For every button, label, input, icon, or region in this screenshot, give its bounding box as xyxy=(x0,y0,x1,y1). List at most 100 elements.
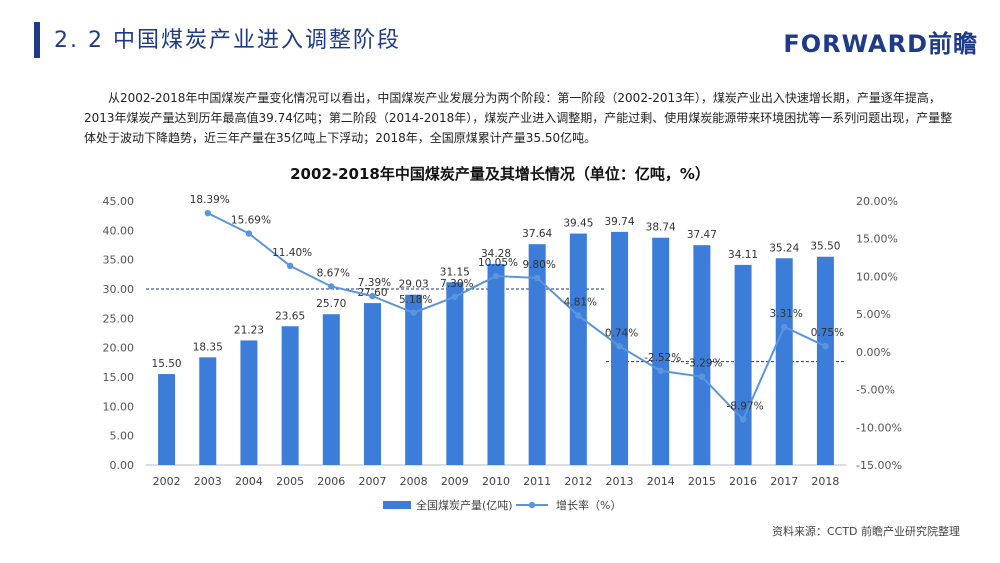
growth-rate-label: -3.29% xyxy=(685,358,722,370)
y-right-tick-label: 5.00% xyxy=(856,308,891,321)
growth-rate-point xyxy=(533,274,541,282)
growth-rate-point xyxy=(328,283,335,290)
y-left-tick-label: 20.00 xyxy=(103,342,135,355)
y-left-tick-label: 5.00 xyxy=(110,430,135,443)
growth-rate-point xyxy=(492,272,500,280)
bar xyxy=(281,326,299,465)
growth-rate-point xyxy=(451,293,459,300)
growth-rate-point xyxy=(657,367,664,375)
growth-rate-point xyxy=(204,209,211,217)
source-note: 资料来源：CCTD 前瞻产业研究院整理 xyxy=(771,525,960,538)
x-tick-label: 2011 xyxy=(523,475,551,488)
x-tick-label: 2005 xyxy=(276,475,304,488)
x-tick-label: 2016 xyxy=(729,475,757,488)
y-left-tick-label: 35.00 xyxy=(103,254,135,267)
bar xyxy=(569,233,587,465)
bar xyxy=(487,263,505,465)
growth-rate-point xyxy=(739,416,747,423)
growth-rate-label: 4.81% xyxy=(564,297,597,309)
x-tick-label: 2004 xyxy=(235,475,263,488)
x-tick-label: 2003 xyxy=(194,475,222,488)
growth-rate-label: 15.69% xyxy=(231,215,271,227)
bar-value-label: 37.64 xyxy=(522,228,552,240)
legend-bar-swatch xyxy=(383,501,411,509)
growth-rate-label: 9.80% xyxy=(522,259,555,271)
growth-rate-line xyxy=(207,212,826,422)
y-left-tick-label: 0.00 xyxy=(110,459,135,472)
growth-rate-label: -8.97% xyxy=(726,401,763,413)
legend-line-label: 增长率（%） xyxy=(556,498,621,512)
growth-rate-label: 3.31% xyxy=(770,308,803,320)
y-right-tick-label: -10.00% xyxy=(856,421,902,434)
growth-rate-label: 0.75% xyxy=(811,327,844,339)
bar-value-label: 35.50 xyxy=(810,241,840,253)
x-tick-label: 2014 xyxy=(647,475,675,488)
growth-rate-point xyxy=(245,230,253,237)
x-tick-label: 2007 xyxy=(358,475,386,488)
y-right-tick-label: -5.00% xyxy=(856,384,895,397)
x-tick-label: 2018 xyxy=(811,475,839,488)
bar-value-label: 15.50 xyxy=(152,358,182,370)
growth-rate-label: 10.05% xyxy=(478,257,518,269)
y-right-tick-label: 20.00% xyxy=(856,195,898,208)
bar-value-label: 39.45 xyxy=(563,218,593,230)
bar-value-label: 18.35 xyxy=(193,341,223,353)
bar-value-label: 38.74 xyxy=(646,222,676,234)
growth-rate-label: 7.39% xyxy=(358,277,391,289)
bar-value-label: 25.70 xyxy=(316,298,346,310)
growth-rate-label: 5.18% xyxy=(399,294,432,306)
y-left-tick-label: 45.00 xyxy=(103,195,135,208)
x-tick-label: 2017 xyxy=(770,475,798,488)
y-left-tick-label: 15.00 xyxy=(103,371,135,384)
y-right-tick-label: 0.00% xyxy=(856,346,891,359)
x-tick-label: 2002 xyxy=(153,475,181,488)
y-left-tick-label: 40.00 xyxy=(103,224,135,237)
bar xyxy=(363,303,381,465)
page-title: 2. 2 中国煤炭产业进入调整阶段 xyxy=(54,28,401,53)
bar-value-label: 34.11 xyxy=(728,249,758,261)
bar xyxy=(405,294,423,465)
y-right-tick-label: 10.00% xyxy=(856,270,898,283)
growth-rate-label: 18.39% xyxy=(190,194,230,206)
brand-logo: FORWARD前瞻 xyxy=(783,30,978,58)
y-left-tick-label: 30.00 xyxy=(103,283,135,296)
growth-rate-point xyxy=(698,373,706,380)
x-tick-label: 2006 xyxy=(317,475,345,488)
growth-rate-point xyxy=(286,262,294,270)
bar xyxy=(158,374,176,465)
bar xyxy=(816,256,834,465)
growth-rate-label: 0.74% xyxy=(605,327,638,339)
bar xyxy=(322,314,340,465)
y-left-tick-label: 25.00 xyxy=(103,312,135,325)
title-accent-bar xyxy=(34,22,40,58)
growth-rate-point xyxy=(575,312,582,319)
growth-rate-label: 11.40% xyxy=(272,247,312,259)
x-tick-label: 2015 xyxy=(688,475,716,488)
growth-rate-label: 8.67% xyxy=(317,267,350,279)
bar-value-label: 31.15 xyxy=(440,266,470,278)
bar xyxy=(528,244,546,465)
x-tick-label: 2010 xyxy=(482,475,510,488)
chart-title: 2002-2018年中国煤炭产量及其增长情况（单位：亿吨，%） xyxy=(290,165,710,183)
intro-paragraph: 从2002-2018年中国煤炭产量变化情况可以看出，中国煤炭产业发展分为两个阶段… xyxy=(84,88,964,148)
bar xyxy=(446,282,464,465)
y-left-tick-label: 10.00 xyxy=(103,400,135,413)
bar-value-label: 35.24 xyxy=(769,242,799,254)
growth-rate-point xyxy=(822,343,829,350)
growth-rate-point xyxy=(781,323,788,331)
growth-rate-point xyxy=(410,309,417,316)
bar xyxy=(199,357,217,465)
x-tick-label: 2013 xyxy=(606,475,634,488)
bar-value-label: 37.47 xyxy=(687,229,717,241)
bar xyxy=(734,264,752,465)
growth-rate-point xyxy=(616,343,623,350)
intro-text: 从2002-2018年中国煤炭产量变化情况可以看出，中国煤炭产业发展分为两个阶段… xyxy=(84,91,953,145)
y-right-tick-label: 15.00% xyxy=(856,233,898,246)
legend-line-marker xyxy=(528,501,536,509)
growth-rate-label: -2.52% xyxy=(644,352,681,364)
bar-value-label: 21.23 xyxy=(234,324,264,336)
growth-rate-point xyxy=(369,292,376,300)
bar-value-label: 39.74 xyxy=(604,216,634,228)
x-tick-label: 2012 xyxy=(564,475,592,488)
